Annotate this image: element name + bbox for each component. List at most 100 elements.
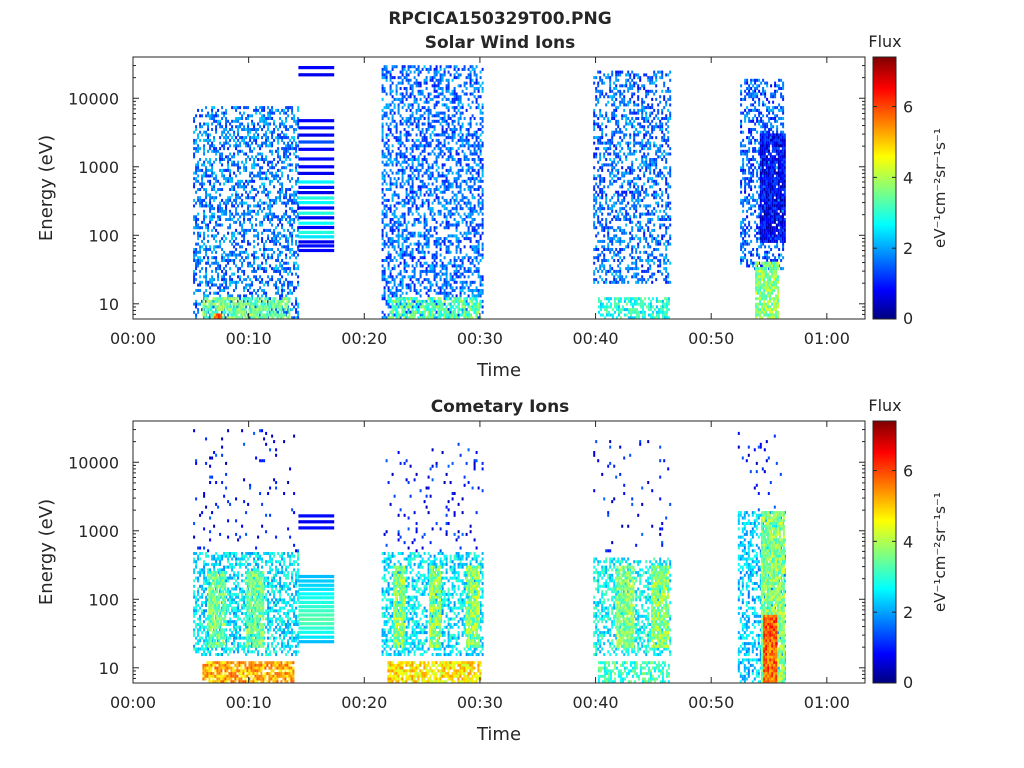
heatmap-cell [409, 174, 412, 178]
heatmap-cell [209, 248, 212, 252]
heatmap-cell [633, 141, 636, 145]
heatmap-cell [419, 188, 422, 192]
heatmap-cell [293, 228, 296, 232]
heatmap-cell [381, 248, 384, 252]
heatmap-cell [285, 106, 288, 110]
heatmap-cell [473, 209, 476, 213]
heatmap-cell [445, 250, 448, 254]
heatmap-cell [219, 215, 222, 219]
heatmap-cell [383, 111, 386, 115]
heatmap-cell [197, 259, 200, 263]
heatmap-cell [479, 177, 482, 181]
heatmap-cell [203, 256, 206, 260]
heatmap-cell [253, 245, 256, 249]
heatmap-cell [237, 269, 240, 273]
heatmap-cell [277, 174, 280, 178]
heatmap-cell [227, 158, 230, 162]
heatmap-cell [287, 267, 290, 271]
heatmap-cell [419, 256, 422, 260]
heatmap-cell [435, 179, 438, 183]
heatmap-cell [437, 302, 440, 306]
heatmap-cell [263, 171, 266, 175]
heatmap-cell [211, 256, 214, 260]
heatmap-cell [593, 166, 596, 170]
heatmap-cell [229, 122, 232, 126]
heatmap-cell [601, 114, 604, 118]
heatmap-cell [427, 250, 430, 254]
heatmap-cell [381, 190, 384, 194]
heatmap-cell [461, 261, 464, 265]
heatmap-cell [605, 218, 608, 222]
heatmap-cell [479, 237, 482, 241]
heatmap-cell [291, 248, 294, 252]
heatmap-cell [258, 308, 261, 312]
heatmap-cell [421, 201, 424, 205]
heatmap-cell [411, 138, 414, 142]
heatmap-cell [391, 313, 394, 317]
heatmap-cell [451, 100, 454, 104]
heatmap-cell [467, 103, 470, 107]
heatmap-cell [265, 174, 268, 178]
heatmap-cell [467, 73, 470, 77]
heatmap-cell [293, 220, 296, 224]
heatmap-cell [407, 133, 410, 137]
heatmap-cell [409, 313, 412, 317]
heatmap-cell [213, 248, 216, 252]
heatmap-cell [467, 302, 470, 306]
heatmap-cell [235, 141, 238, 145]
heatmap-cell [242, 310, 245, 314]
heatmap-cell [245, 294, 248, 298]
heatmap-cell [269, 160, 272, 164]
heatmap-cell [415, 209, 418, 213]
heatmap-cell [437, 119, 440, 123]
heatmap-cell [449, 305, 452, 309]
heatmap-cell [231, 272, 234, 276]
heatmap-cell [213, 177, 216, 181]
heatmap-cell [467, 128, 470, 132]
heatmap-cell [431, 171, 434, 175]
heatmap-cell [431, 297, 434, 301]
heatmap-cell [467, 76, 470, 80]
heatmap-cell [437, 92, 440, 96]
heatmap-cell [271, 215, 274, 219]
heatmap-cell [433, 198, 436, 202]
heatmap-cell [605, 92, 608, 96]
heatmap-cell [231, 193, 234, 197]
heatmap-cell [195, 190, 198, 194]
heatmap-cell [209, 201, 212, 205]
heatmap-cell [615, 130, 618, 134]
heatmap-cell [297, 117, 300, 121]
heatmap-cell [435, 226, 438, 230]
heatmap-cell [407, 264, 410, 268]
heatmap-cell [475, 239, 478, 243]
heatmap-cell [223, 239, 226, 243]
heatmap-cell [293, 253, 296, 257]
heatmap-cell [441, 73, 444, 77]
heatmap-cell [389, 155, 392, 159]
heatmap-cell [285, 119, 288, 123]
heatmap-cell [445, 286, 448, 290]
heatmap-cell [401, 237, 404, 241]
heatmap-cell [621, 92, 624, 96]
heatmap-cell [463, 138, 466, 142]
heatmap-cell [279, 122, 282, 126]
heatmap-cell [251, 177, 254, 181]
heatmap-cell [237, 163, 240, 167]
heatmap-cell [401, 297, 404, 301]
heatmap-cell [595, 182, 598, 186]
heatmap-cell [443, 174, 446, 178]
heatmap-cell [283, 122, 286, 126]
heatmap-cell [239, 245, 242, 249]
heatmap-cell [457, 299, 460, 303]
heatmap-cell [283, 261, 286, 265]
heatmap-cell [291, 231, 294, 235]
heatmap-cell [421, 264, 424, 268]
heatmap-cell [205, 171, 208, 175]
heatmap-cell [449, 209, 452, 213]
heatmap-cell [287, 310, 290, 314]
heatmap-cell [475, 81, 478, 85]
heatmap-cell [429, 226, 432, 230]
heatmap-cell [389, 275, 392, 279]
heatmap-cell [259, 125, 262, 129]
heatmap-cell [385, 242, 388, 246]
